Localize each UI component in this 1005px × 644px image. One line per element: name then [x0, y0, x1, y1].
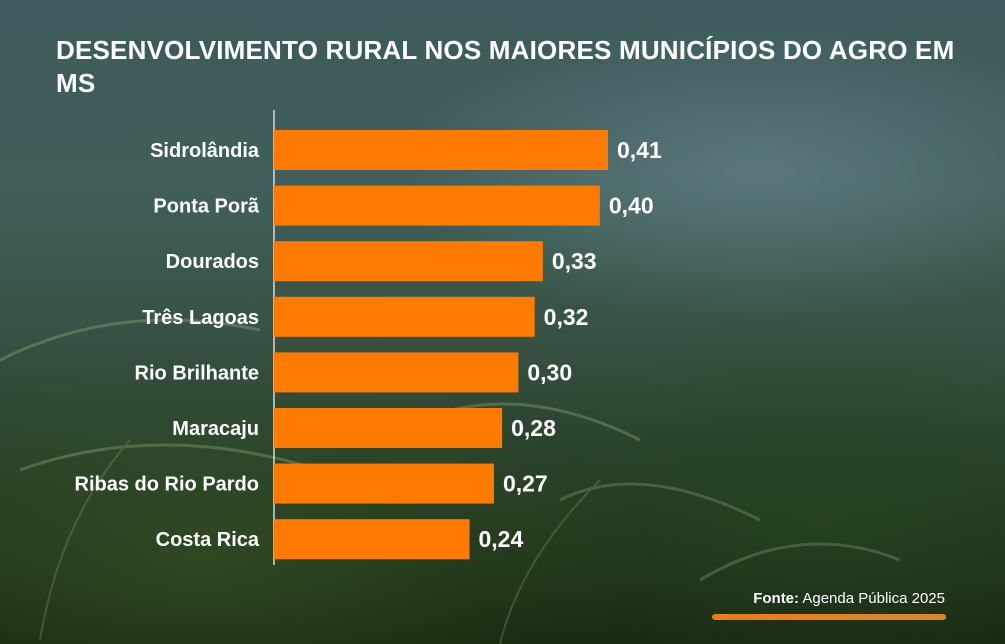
bar	[274, 463, 494, 504]
data-label: 0,27	[503, 471, 548, 497]
category-label: Ponta Porã	[153, 196, 259, 218]
source-underline	[712, 614, 946, 620]
source-note: Fonte: Agenda Pública 2025	[753, 590, 945, 607]
chart-title: DESENVOLVIMENTO RURAL NOS MAIORES MUNICÍ…	[56, 35, 955, 98]
category-label: Ribas do Rio Pardo	[75, 474, 259, 496]
source-label: Fonte:	[753, 590, 800, 607]
bar	[274, 408, 503, 448]
bar	[274, 519, 470, 560]
category-label: Rio Brilhante	[135, 362, 259, 384]
category-label: Dourados	[166, 251, 259, 273]
data-label: 0,24	[479, 526, 524, 552]
bar	[274, 296, 535, 337]
category-label: Três Lagoas	[142, 307, 259, 329]
category-label: Costa Rica	[156, 529, 260, 551]
data-label: 0,32	[544, 304, 589, 330]
bar	[274, 130, 608, 170]
bar	[274, 241, 543, 282]
bar	[274, 352, 519, 393]
data-label: 0,33	[552, 248, 597, 274]
source-text: Agenda Pública 2025	[799, 590, 945, 607]
bar	[274, 185, 600, 226]
data-label: 0,40	[609, 193, 654, 219]
category-label: Sidrolândia	[150, 140, 260, 162]
data-label: 0,28	[511, 415, 556, 441]
category-label: Maracaju	[172, 418, 259, 440]
data-label: 0,41	[617, 137, 662, 163]
data-label: 0,30	[527, 359, 572, 385]
